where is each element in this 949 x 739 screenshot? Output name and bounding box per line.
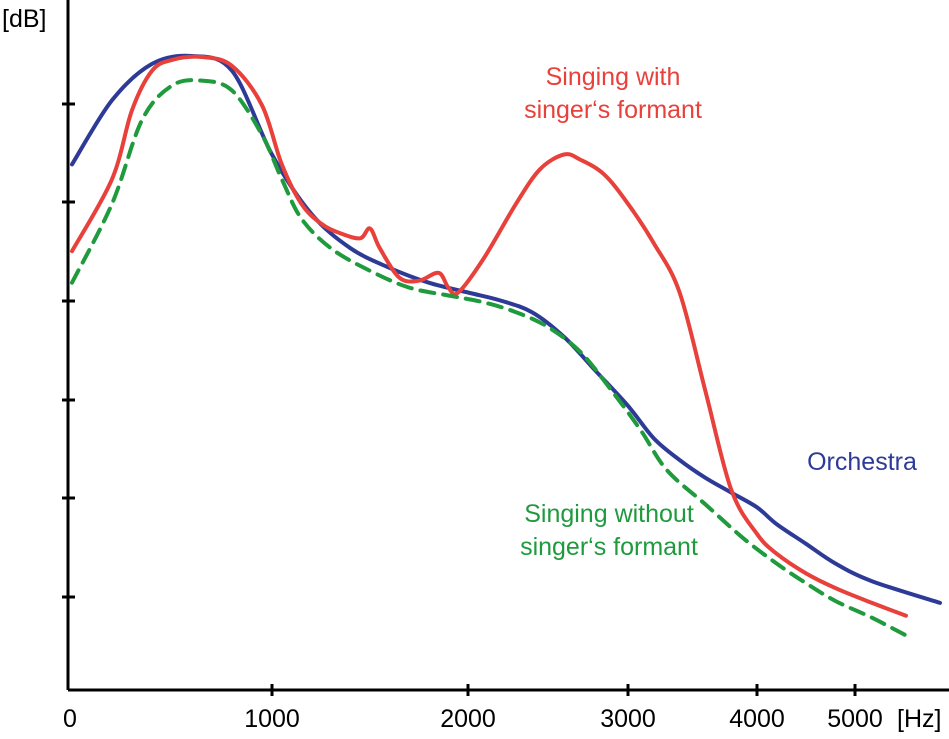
series-line-singing-with-singer-s-formant (70, 54, 908, 618)
x-tick-label-3000: 3000 (600, 705, 656, 733)
x-tick-label-0: 0 (63, 705, 77, 733)
x-axis-label: [Hz] (897, 705, 941, 733)
x-tick-label-2000: 2000 (440, 705, 496, 733)
axes (66, 0, 949, 692)
y-axis-label: [dB] (2, 5, 46, 33)
x-tick-label-1000: 1000 (244, 705, 300, 733)
series-label-singing-with-singer-s-formant-line-2: singer‘s formant (524, 96, 702, 124)
series-line-singing-without-singer-s-formant (70, 78, 908, 638)
x-tick-label-5000: 5000 (827, 705, 883, 733)
series-layer (70, 53, 942, 638)
series-label-singing-without-singer-s-formant-line-1: Singing without (524, 500, 694, 528)
y-ticks (62, 102, 75, 599)
x-tick-label-4000: 4000 (729, 705, 785, 733)
series-label-orchestra-line-1: Orchestra (807, 448, 917, 476)
series-label-singing-without-singer-s-formant-line-2: singer‘s formant (520, 533, 698, 561)
series-labels: Orchestra Singing with singer‘s formant Sin… (520, 63, 917, 561)
series-line-orchestra (70, 53, 942, 605)
series-label-singing-with-singer-s-formant-line-1: Singing with (546, 63, 681, 91)
x-ticks: 0 1000 2000 3000 4000 5000 (63, 684, 883, 733)
